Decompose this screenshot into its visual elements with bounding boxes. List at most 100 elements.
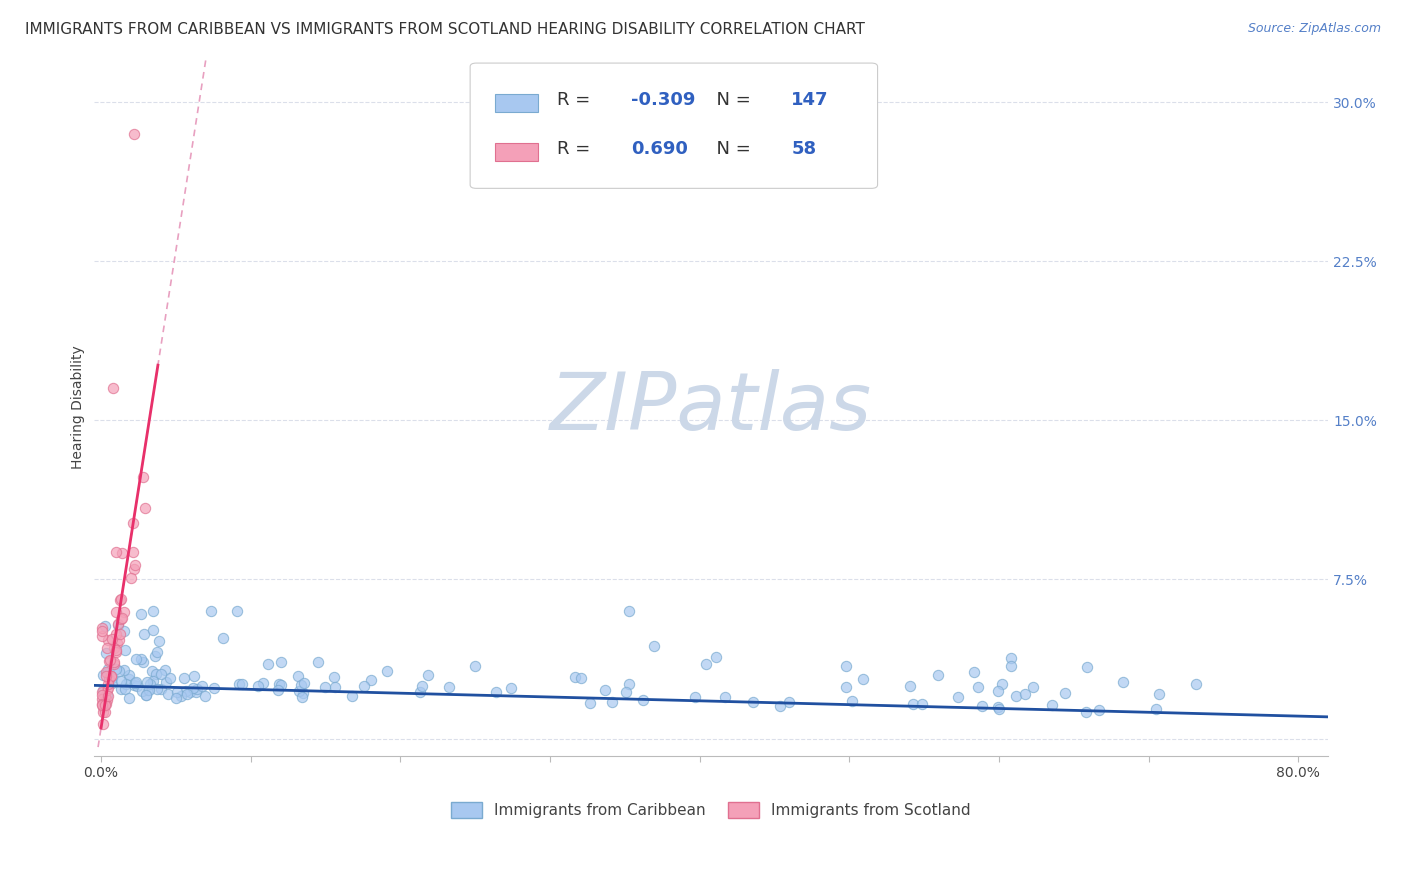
Point [1147, 687, 1170, 701]
Point [105, 627, 128, 641]
Text: N =: N = [704, 91, 756, 109]
Point [159, 671, 181, 685]
Text: 147: 147 [792, 91, 828, 109]
Point [104, 662, 127, 676]
Point [200, 604, 222, 618]
Point [94, 665, 117, 680]
Point [292, 686, 315, 700]
Point [593, 682, 616, 697]
Point [122, 127, 145, 141]
Point [134, 501, 156, 516]
Point [1144, 702, 1167, 716]
Point [100, 671, 122, 685]
Point [1000, 650, 1022, 665]
Point [191, 679, 214, 693]
Point [267, 683, 290, 698]
Point [118, 667, 141, 681]
Point [1112, 675, 1135, 690]
Point [94, 698, 117, 712]
Text: R =: R = [557, 91, 596, 109]
Point [617, 604, 640, 618]
Point [150, 666, 173, 681]
Text: Source: ZipAtlas.com: Source: ZipAtlas.com [1247, 22, 1381, 36]
Point [437, 680, 460, 694]
Point [1022, 680, 1045, 694]
Point [292, 676, 315, 690]
Point [104, 645, 127, 659]
Point [97, 681, 120, 695]
Point [97, 632, 120, 647]
Point [148, 634, 170, 648]
Point [105, 636, 128, 650]
Point [145, 645, 167, 659]
Point [149, 681, 172, 696]
Point [353, 679, 375, 693]
Point [617, 676, 640, 690]
Text: N =: N = [704, 140, 756, 158]
Point [173, 672, 195, 686]
Point [186, 682, 208, 697]
Point [142, 674, 165, 689]
Point [713, 690, 735, 704]
Point [1054, 686, 1077, 700]
Point [110, 591, 132, 606]
Point [704, 649, 727, 664]
Point [90, 629, 112, 643]
Point [911, 697, 934, 711]
Point [987, 699, 1010, 714]
Point [103, 641, 125, 656]
Point [464, 658, 486, 673]
Text: -0.309: -0.309 [631, 91, 695, 109]
Point [100, 669, 122, 683]
Point [93, 705, 115, 719]
Point [101, 632, 124, 647]
Point [100, 675, 122, 690]
Point [166, 684, 188, 698]
Point [91, 682, 114, 697]
Y-axis label: Hearing Disability: Hearing Disability [72, 346, 86, 469]
Point [136, 675, 159, 690]
Point [114, 664, 136, 678]
Point [375, 664, 398, 678]
Point [841, 694, 863, 708]
Point [834, 680, 856, 694]
Point [287, 669, 309, 683]
Point [96, 692, 118, 706]
Point [97, 689, 120, 703]
Text: R =: R = [557, 140, 602, 158]
Point [852, 673, 875, 687]
Point [125, 679, 148, 693]
Point [409, 685, 432, 699]
Point [153, 663, 176, 677]
Point [1076, 660, 1098, 674]
Point [120, 571, 142, 585]
Text: ZIPatlas: ZIPatlas [550, 368, 872, 447]
Point [643, 639, 665, 653]
Point [96, 666, 118, 681]
Point [96, 688, 118, 702]
Point [91, 668, 114, 682]
Point [134, 627, 156, 641]
Point [135, 688, 157, 702]
Point [901, 697, 924, 711]
Point [501, 681, 523, 695]
Point [174, 683, 197, 698]
Point [91, 698, 114, 712]
Point [96, 640, 118, 655]
Point [142, 623, 165, 637]
Point [155, 675, 177, 690]
Point [135, 688, 157, 702]
Point [927, 668, 949, 682]
Point [103, 657, 125, 672]
Point [111, 546, 134, 560]
Point [90, 624, 112, 638]
Point [987, 701, 1010, 715]
Point [107, 618, 129, 632]
Point [110, 611, 132, 625]
Point [288, 683, 311, 698]
Point [741, 695, 763, 709]
Point [963, 665, 986, 679]
Point [179, 685, 201, 699]
Point [103, 656, 125, 670]
Point [136, 682, 159, 697]
